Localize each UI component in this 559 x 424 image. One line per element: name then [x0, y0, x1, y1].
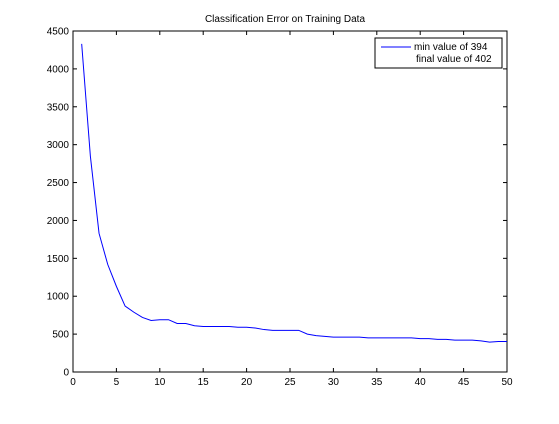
y-tick-label: 3500 [47, 102, 70, 113]
y-tick-label: 3000 [47, 140, 70, 151]
plot-frame [72, 30, 508, 373]
x-tick-label: 20 [241, 377, 253, 388]
y-tick-label: 1000 [47, 292, 70, 303]
series-layer [81, 43, 507, 343]
legend-entry-final: final value of 402 [416, 54, 492, 65]
y-tick-label: 500 [52, 330, 69, 341]
x-tick-label: 5 [114, 377, 120, 388]
y-tick-label: 2000 [47, 216, 70, 227]
x-tick-label: 40 [415, 377, 427, 388]
y-tick-label: 0 [63, 368, 69, 379]
legend-box [374, 37, 503, 69]
y-tick-label: 1500 [47, 254, 70, 265]
y-tick-label: 4000 [47, 64, 70, 75]
x-tick-label: 45 [458, 377, 470, 388]
axes-layer: 0 5 10 15 20 25 30 35 40 45 5005001000150020002500… [47, 27, 513, 389]
x-tick-label: 0 [70, 377, 76, 388]
legend-entry-min: min value of 394 [414, 42, 488, 53]
series-line [81, 43, 507, 343]
x-tick-label: 10 [154, 377, 166, 388]
x-tick-label: 25 [284, 377, 296, 388]
legend: min value of 394 final value of 402 [374, 37, 503, 69]
x-tick-label: 15 [198, 377, 210, 388]
y-tick-label: 2500 [47, 178, 70, 189]
chart-title: Classification Error on Training Data [205, 14, 366, 25]
x-tick-label: 50 [501, 377, 513, 388]
x-tick-label: 35 [371, 377, 383, 388]
x-tick-label: 30 [328, 377, 340, 388]
y-tick-label: 4500 [47, 27, 70, 38]
